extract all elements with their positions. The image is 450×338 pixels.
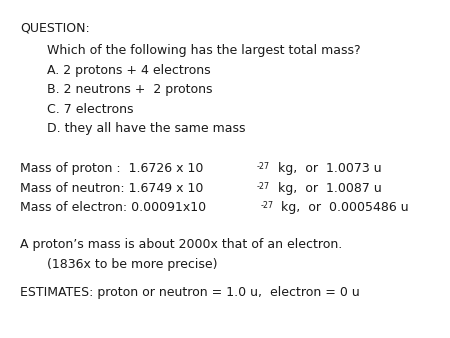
- Text: Mass of proton :  1.6726 x 10: Mass of proton : 1.6726 x 10: [20, 162, 203, 175]
- Text: B. 2 neutrons +  2 protons: B. 2 neutrons + 2 protons: [47, 83, 213, 96]
- Text: ESTIMATES: proton or neutron = 1.0 u,  electron = 0 u: ESTIMATES: proton or neutron = 1.0 u, el…: [20, 286, 360, 298]
- Text: kg,  or  1.0087 u: kg, or 1.0087 u: [274, 182, 382, 195]
- Text: Which of the following has the largest total mass?: Which of the following has the largest t…: [47, 44, 361, 57]
- Text: (1836x to be more precise): (1836x to be more precise): [47, 258, 218, 271]
- Text: C. 7 electrons: C. 7 electrons: [47, 103, 134, 116]
- Text: QUESTION:: QUESTION:: [20, 22, 90, 35]
- Text: D. they all have the same mass: D. they all have the same mass: [47, 122, 246, 135]
- Text: kg,  or  0.0005486 u: kg, or 0.0005486 u: [277, 201, 409, 214]
- Text: Mass of electron: 0.00091x10: Mass of electron: 0.00091x10: [20, 201, 207, 214]
- Text: A proton’s mass is about 2000x that of an electron.: A proton’s mass is about 2000x that of a…: [20, 238, 342, 251]
- Text: A. 2 protons + 4 electrons: A. 2 protons + 4 electrons: [47, 64, 211, 76]
- Text: -27: -27: [261, 201, 274, 211]
- Text: -27: -27: [257, 162, 270, 171]
- Text: Mass of neutron: 1.6749 x 10: Mass of neutron: 1.6749 x 10: [20, 182, 203, 195]
- Text: kg,  or  1.0073 u: kg, or 1.0073 u: [274, 162, 382, 175]
- Text: -27: -27: [257, 182, 270, 191]
